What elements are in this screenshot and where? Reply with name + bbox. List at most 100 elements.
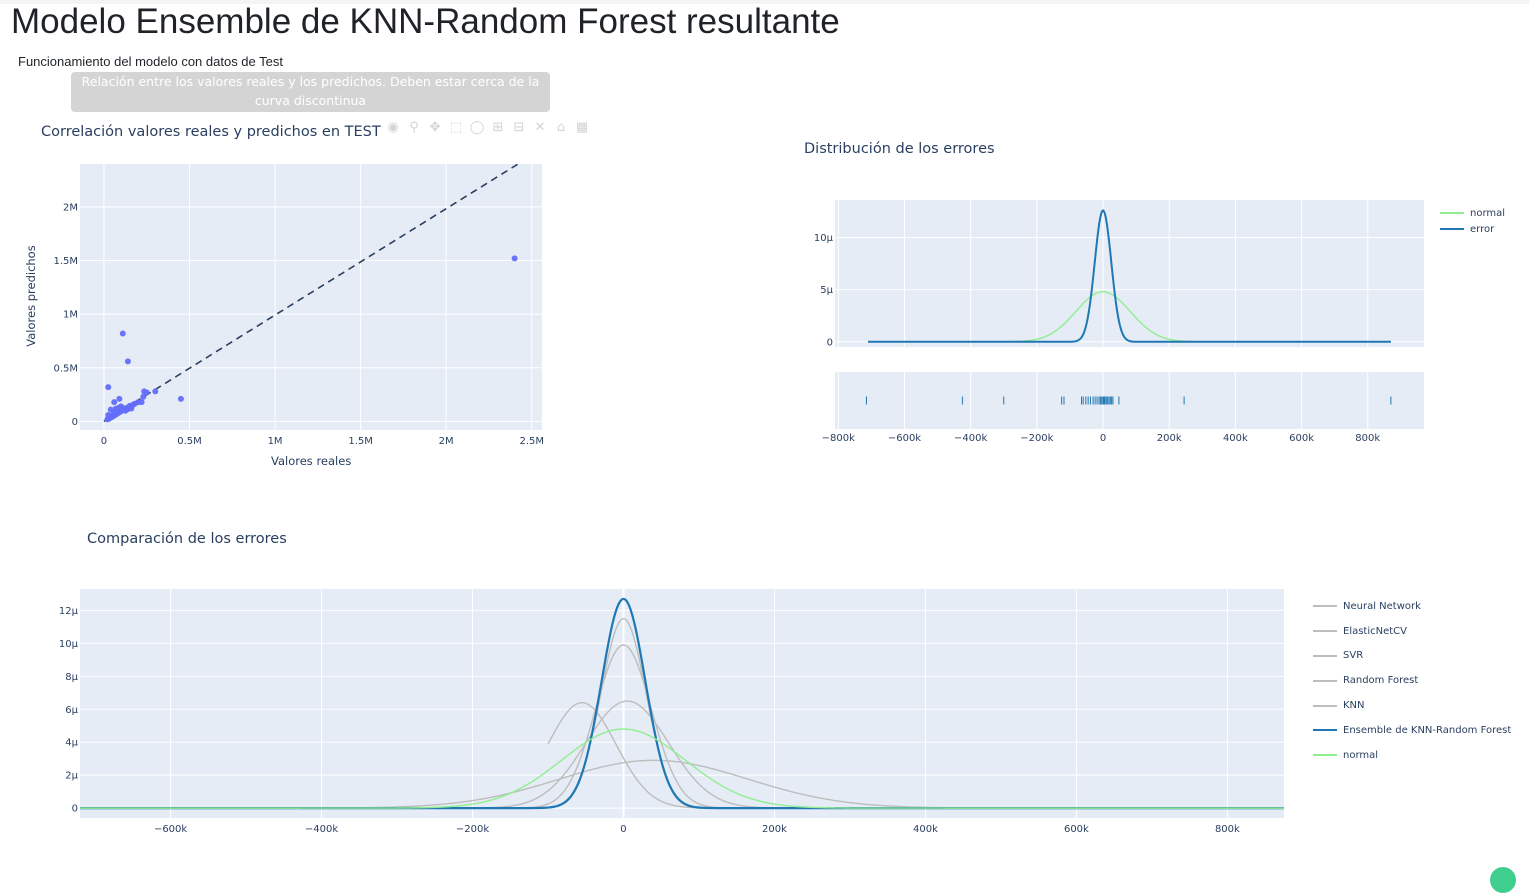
y-tick-label: 1M [63, 310, 78, 321]
autoscale-icon[interactable]: ✕ [534, 120, 546, 135]
legend-swatch [1313, 605, 1337, 608]
legend-label: Random Forest [1343, 675, 1419, 687]
y-tick-label: 0 [72, 417, 78, 428]
legend-swatch [1313, 729, 1337, 732]
comparison-legend: Neural Network ElasticNetCV SVR Random F… [1313, 594, 1511, 768]
legend-label: normal [1470, 207, 1506, 219]
y-tick-label: 2µ [65, 771, 78, 782]
reference-line [103, 164, 519, 423]
legend-swatch [1313, 654, 1337, 657]
reset-axes-icon[interactable]: ⌂ [556, 120, 566, 135]
scatter-point [128, 405, 135, 412]
legend-item-elasticnetcv[interactable]: ElasticNetCV [1313, 619, 1511, 644]
scatter-y-axis-title: Valores predichos [24, 245, 38, 347]
zoom-icon[interactable]: ⚲ [409, 120, 419, 135]
zoom-in-icon[interactable]: ⊞ [492, 120, 504, 135]
scatter-point [124, 358, 131, 365]
y-tick-label: 0 [72, 804, 78, 815]
legend-item-ensemble[interactable]: Ensemble de KNN-Random Forest [1313, 718, 1511, 743]
legend-item-normal[interactable]: normal [1440, 205, 1505, 221]
pan-icon[interactable]: ✥ [429, 120, 441, 135]
x-tick-label: 400k [913, 824, 938, 835]
scatter-point [105, 411, 112, 418]
x-tick-label: 0.5M [177, 436, 202, 447]
legend-item-normal[interactable]: normal [1313, 743, 1511, 768]
x-tick-label: 0 [101, 436, 107, 447]
scatter-point [152, 388, 159, 395]
y-tick-label: 12µ [59, 606, 79, 617]
legend-label: ElasticNetCV [1343, 625, 1408, 637]
y-tick-label: 5µ [820, 285, 833, 296]
x-tick-label: −400k [954, 433, 987, 444]
scatter-point [511, 255, 518, 262]
plot-background [835, 200, 1424, 347]
legend-swatch [1440, 212, 1464, 214]
lasso-icon[interactable]: ◯ [469, 120, 485, 135]
assistant-bubble-icon[interactable] [1490, 867, 1516, 893]
scatter-clip-group [103, 164, 519, 423]
y-tick-label: 4µ [65, 738, 78, 749]
plotly-logo-icon[interactable]: ▦ [575, 120, 589, 135]
rug-background [835, 372, 1424, 429]
x-tick-label: 400k [1223, 433, 1248, 444]
x-tick-label: 200k [1157, 433, 1182, 444]
x-tick-label: 1M [268, 436, 283, 447]
plot-background [80, 164, 542, 430]
legend-item-neural-network[interactable]: Neural Network [1313, 594, 1511, 619]
scatter-point [105, 384, 112, 391]
legend-label: normal [1343, 749, 1379, 761]
scatter-point [140, 393, 147, 400]
x-tick-label: −400k [305, 824, 338, 835]
top-bar [0, 0, 1529, 4]
legend-label: error [1470, 223, 1495, 235]
x-tick-label: 800k [1215, 824, 1240, 835]
series-line-error [868, 209, 1391, 343]
x-tick-label: 2M [439, 436, 454, 447]
x-tick-label: 600k [1064, 824, 1089, 835]
x-tick-label: 600k [1289, 433, 1314, 444]
legend-item-knn[interactable]: KNN [1313, 693, 1511, 718]
x-tick-label: 200k [762, 824, 787, 835]
x-tick-label: 2.5M [519, 436, 544, 447]
legend-label: KNN [1343, 700, 1365, 712]
legend-swatch [1440, 228, 1464, 230]
zoom-out-icon[interactable]: ⊟ [513, 120, 525, 135]
x-tick-label: 800k [1355, 433, 1380, 444]
y-tick-label: 10µ [59, 639, 79, 650]
plot-background [80, 589, 1284, 818]
comparison-chart-title: Comparación de los errores [87, 531, 287, 547]
series-line-normal [80, 728, 1284, 809]
x-tick-label: −800k [822, 433, 855, 444]
x-tick-label: 1.5M [348, 436, 373, 447]
y-tick-label: 0.5M [53, 363, 78, 374]
y-tick-label: 2M [63, 202, 78, 213]
scatter-chart-title: Correlación valores reales y predichos e… [41, 124, 381, 140]
x-tick-label: −200k [1020, 433, 1053, 444]
scatter-chart[interactable]: 0 0.5M 1M 1.5M 2M 2.5M 0 0.5M 1M 1.5M 2M [0, 140, 560, 480]
x-tick-label: −600k [154, 824, 187, 835]
legend-item-random-forest[interactable]: Random Forest [1313, 668, 1511, 693]
legend-label: SVR [1343, 650, 1364, 662]
scatter-point [119, 330, 126, 337]
scatter-point [138, 399, 145, 406]
legend-swatch [1313, 679, 1337, 682]
y-tick-label: 8µ [65, 672, 78, 683]
legend-swatch [1313, 704, 1337, 707]
y-tick-label: 10µ [814, 233, 834, 244]
x-tick-label: −200k [456, 824, 489, 835]
section-subtitle: Funcionamiento del modelo con datos de T… [18, 54, 283, 69]
hover-tooltip: Relación entre los valores reales y los … [71, 72, 550, 112]
x-tick-label: 0 [620, 824, 626, 835]
legend-item-svr[interactable]: SVR [1313, 644, 1511, 669]
comparison-chart[interactable]: −600k −400k −200k 0 200k 400k 600k 800k 0 2µ 4µ 6µ 8… [40, 580, 1300, 840]
scatter-point [143, 389, 150, 396]
scatter-point [177, 395, 184, 402]
legend-item-error[interactable]: error [1440, 221, 1505, 237]
box-select-icon[interactable]: ⬚ [449, 120, 463, 135]
legend-swatch [1313, 754, 1337, 757]
distribution-chart[interactable]: −800k −600k −400k −200k 0 200k 400k 600k 800k 0 5µ… [780, 190, 1440, 450]
camera-icon[interactable]: ◉ [387, 120, 399, 135]
y-tick-label: 6µ [65, 705, 78, 716]
distribution-chart-title: Distribución de los errores [804, 141, 995, 157]
scatter-point [111, 399, 118, 406]
